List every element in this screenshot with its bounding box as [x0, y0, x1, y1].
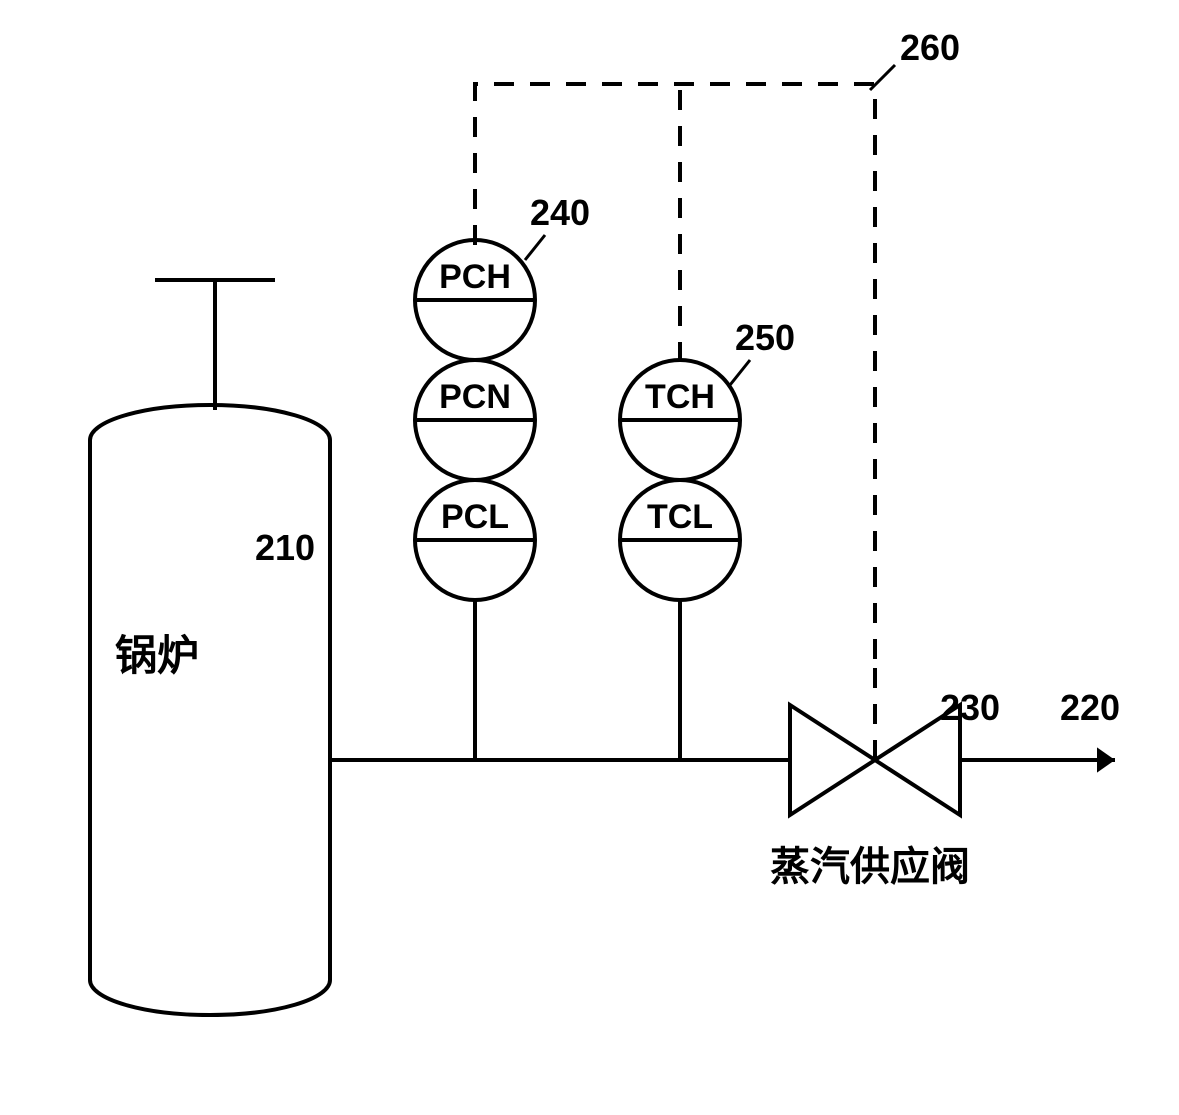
t-stack-label-1: TCL: [647, 498, 713, 536]
control-line-ref-leader: [870, 65, 895, 90]
boiler-label: 锅炉: [115, 633, 199, 680]
boiler-cap-bottom: [90, 980, 330, 1015]
t-stack-ref: 250: [735, 317, 795, 358]
control-line-ref: 260: [900, 27, 960, 68]
p-stack-label-2: PCL: [441, 498, 509, 536]
p-stack-label-1: PCN: [439, 378, 511, 416]
pipe-arrow-icon: [1097, 747, 1115, 772]
p-stack-ref-leader: [525, 235, 545, 260]
outlet-ref: 220: [1060, 687, 1120, 728]
t-stack-ref-leader: [730, 360, 750, 385]
valve-label: 蒸汽供应阀: [770, 844, 970, 889]
valve-left-triangle: [790, 705, 875, 815]
p-stack-label-0: PCH: [439, 258, 511, 296]
p-stack-ref: 240: [530, 192, 590, 233]
t-stack-label-0: TCH: [645, 378, 715, 416]
boiler-cap-top: [90, 405, 330, 440]
valve-ref: 230: [940, 687, 1000, 728]
boiler-ref: 210: [255, 527, 315, 568]
